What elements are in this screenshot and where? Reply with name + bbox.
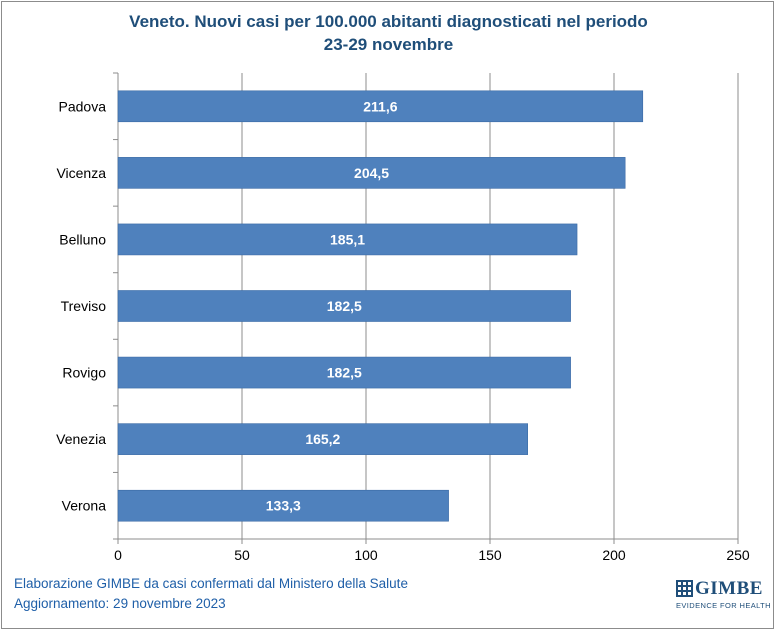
bar-vicenza bbox=[117, 157, 626, 189]
value-label-venezia: 165,2 bbox=[305, 431, 340, 447]
footer: Elaborazione GIMBE da casi confermati da… bbox=[14, 574, 408, 614]
x-tick-label-4: 200 bbox=[602, 547, 626, 563]
footer-update: Aggiornamento: 29 novembre 2023 bbox=[14, 596, 226, 611]
x-tick-label-0: 0 bbox=[114, 547, 122, 563]
bar-verona bbox=[117, 489, 449, 522]
value-label-belluno: 185,1 bbox=[330, 231, 365, 247]
bar-venezia bbox=[117, 423, 528, 455]
value-label-rovigo: 182,5 bbox=[327, 365, 362, 381]
gimbe-logo: GIMBE EVIDENCE FOR HEALTH bbox=[676, 578, 771, 614]
x-tick-label-1: 50 bbox=[234, 547, 250, 563]
value-label-treviso: 182,5 bbox=[327, 298, 362, 314]
footer-source: Elaborazione GIMBE da casi confermati da… bbox=[14, 576, 408, 591]
category-label-vicenza: Vicenza bbox=[56, 165, 106, 181]
value-label-padova: 211,6 bbox=[363, 98, 397, 114]
chart-subtitle: 23-29 novembre bbox=[323, 35, 454, 54]
bar-padova bbox=[117, 90, 644, 123]
gimbe-logo-icon bbox=[676, 580, 693, 597]
category-label-rovigo: Rovigo bbox=[62, 365, 106, 381]
category-label-venezia: Venezia bbox=[56, 431, 106, 447]
x-tick-label-3: 150 bbox=[478, 547, 502, 563]
bar-treviso bbox=[117, 290, 571, 322]
category-label-treviso: Treviso bbox=[61, 298, 107, 314]
value-label-verona: 133,3 bbox=[266, 498, 301, 514]
bar-belluno bbox=[117, 223, 578, 256]
value-label-vicenza: 204,5 bbox=[354, 165, 389, 181]
gimbe-logo-tagline: EVIDENCE FOR HEALTH bbox=[676, 601, 771, 610]
bar-rovigo bbox=[117, 356, 571, 389]
category-label-verona: Verona bbox=[62, 498, 107, 514]
gimbe-logo-word: GIMBE bbox=[695, 578, 763, 599]
category-label-padova: Padova bbox=[59, 98, 107, 114]
chart-title-block: Veneto. Nuovi casi per 100.000 abitanti … bbox=[0, 10, 777, 56]
category-label-belluno: Belluno bbox=[59, 231, 106, 247]
x-tick-label-5: 250 bbox=[726, 547, 750, 563]
chart-title: Veneto. Nuovi casi per 100.000 abitanti … bbox=[129, 12, 648, 31]
x-tick-label-2: 100 bbox=[354, 547, 378, 563]
